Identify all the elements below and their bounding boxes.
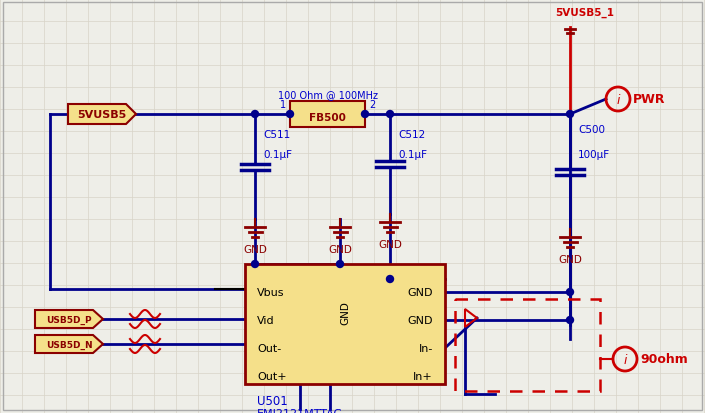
Circle shape — [386, 276, 393, 283]
Text: In-: In- — [419, 343, 433, 353]
Text: Out-: Out- — [257, 343, 281, 353]
Text: GND: GND — [243, 244, 267, 254]
Text: 5VUSB5: 5VUSB5 — [78, 110, 127, 120]
Circle shape — [286, 111, 293, 118]
Text: Vid: Vid — [257, 315, 275, 325]
Text: GND: GND — [407, 315, 433, 325]
Text: i: i — [616, 94, 620, 107]
Text: C500: C500 — [578, 125, 605, 135]
Text: 0.1μF: 0.1μF — [398, 150, 427, 159]
Text: 1: 1 — [280, 100, 286, 110]
Text: EMI2121MTTAG: EMI2121MTTAG — [257, 408, 343, 413]
Text: GND: GND — [328, 244, 352, 254]
Text: GND: GND — [340, 300, 350, 324]
Text: U501: U501 — [257, 394, 288, 407]
Circle shape — [362, 111, 369, 118]
Bar — [455, 299, 600, 391]
Text: 90ohm: 90ohm — [640, 353, 688, 366]
Text: i: i — [623, 354, 627, 367]
Text: GND: GND — [378, 240, 402, 249]
Text: USB5D_N: USB5D_N — [46, 339, 92, 349]
Text: C511: C511 — [263, 130, 290, 140]
Text: C512: C512 — [398, 130, 425, 140]
Polygon shape — [35, 335, 103, 353]
Circle shape — [567, 289, 573, 296]
Text: 2: 2 — [369, 100, 375, 110]
Text: USB5D_P: USB5D_P — [47, 315, 92, 324]
Circle shape — [252, 261, 259, 268]
Bar — [245, 264, 445, 384]
Text: Out+: Out+ — [257, 371, 287, 381]
Text: 100 Ohm @ 100MHz: 100 Ohm @ 100MHz — [278, 90, 377, 100]
Circle shape — [567, 111, 573, 118]
Circle shape — [336, 261, 343, 268]
Text: 100μF: 100μF — [578, 150, 610, 159]
Text: PWR: PWR — [633, 93, 666, 106]
Polygon shape — [68, 105, 136, 125]
Circle shape — [567, 317, 573, 324]
Text: GND: GND — [558, 254, 582, 264]
Circle shape — [252, 111, 259, 118]
Bar — [290, 102, 365, 128]
Text: 5VUSB5_1: 5VUSB5_1 — [555, 8, 614, 18]
Text: In+: In+ — [413, 371, 433, 381]
Text: 0.1μF: 0.1μF — [263, 150, 292, 159]
Text: FB500: FB500 — [309, 113, 346, 123]
Text: Vbus: Vbus — [257, 287, 285, 297]
Text: GND: GND — [407, 287, 433, 297]
Polygon shape — [35, 310, 103, 328]
Circle shape — [386, 111, 393, 118]
